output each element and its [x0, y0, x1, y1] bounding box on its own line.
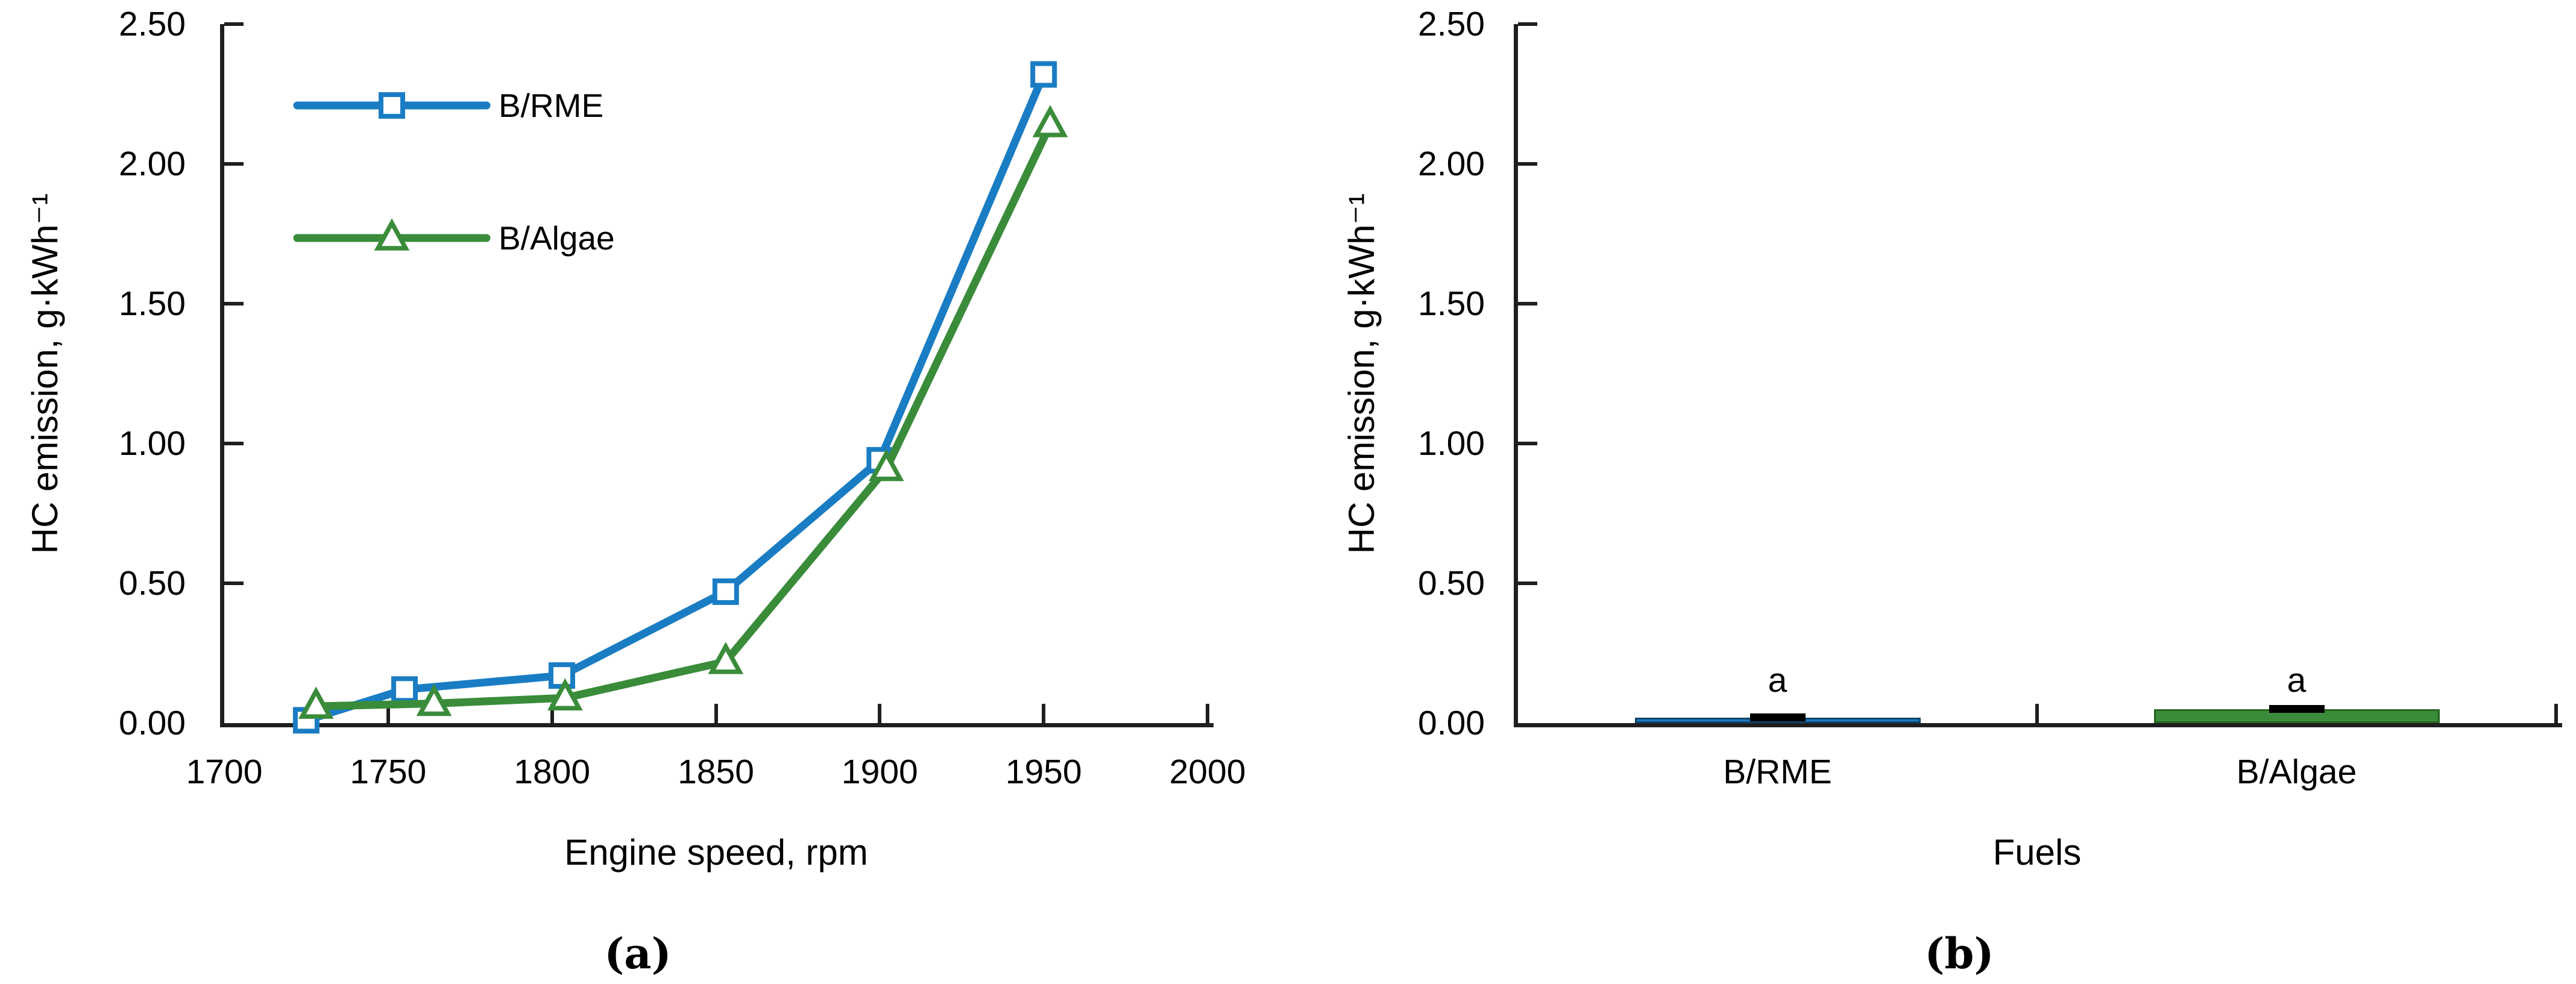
- legend-item-b-rme: B/RME: [292, 84, 603, 127]
- x-tick-mark: [2035, 704, 2039, 723]
- y-tick-mark: [224, 302, 244, 306]
- b-algae-line-triangle-marker-icon: [293, 218, 491, 251]
- chart-a-caption: (a): [604, 929, 672, 979]
- chart-a-x-axis-title: Engine speed, rpm: [564, 832, 868, 873]
- y-tick-label: 1.50: [1418, 284, 1485, 323]
- triangle-marker-icon: [374, 218, 410, 251]
- error-bar-cap: [2269, 704, 2325, 713]
- y-axis-line: [1514, 24, 1518, 727]
- y-tick-label: 1.50: [119, 284, 186, 323]
- x-axis-line: [1514, 723, 2562, 727]
- chart-b-plot-area: [1518, 24, 2556, 723]
- y-tick-mark: [1518, 22, 1537, 26]
- significance-label: a: [2287, 661, 2307, 700]
- legend-label-b-rme: B/RME: [499, 87, 604, 124]
- x-tick-label: 1700: [186, 753, 263, 791]
- x-tick-label: 2000: [1169, 753, 1246, 791]
- y-tick-label: 2.00: [1418, 145, 1485, 183]
- x-axis-line: [220, 723, 1214, 727]
- x-tick-label: 1950: [1005, 753, 1082, 791]
- category-label-b-algae: B/Algae: [2236, 753, 2357, 791]
- y-tick-label: 2.50: [1418, 5, 1485, 43]
- x-tick-mark: [1042, 704, 1046, 723]
- x-tick-mark: [550, 704, 554, 723]
- chart-a-plot-area: [224, 24, 1208, 734]
- legend-item-b-algae: B/Algae: [292, 217, 615, 259]
- y-tick-label: 2.00: [119, 145, 186, 183]
- y-tick-label: 0.00: [119, 704, 186, 742]
- chart-b-caption: (b): [1924, 929, 1994, 979]
- x-tick-label: 1900: [841, 753, 918, 791]
- triangle-marker-icon: [708, 642, 744, 674]
- square-marker-icon: [548, 662, 575, 689]
- legend-label-b-algae: B/Algae: [499, 219, 615, 257]
- square-marker-icon: [379, 92, 405, 119]
- y-tick-label: 0.00: [1418, 704, 1485, 742]
- x-tick-mark: [714, 704, 718, 723]
- y-tick-mark: [224, 22, 244, 26]
- triangle-marker-icon: [1032, 105, 1068, 137]
- triangle-marker-icon: [298, 686, 334, 719]
- chart-a-series-canvas: [292, 61, 1068, 734]
- y-tick-mark: [1518, 162, 1537, 166]
- b-rme-line-square-marker-icon: [293, 92, 491, 119]
- x-tick-mark: [386, 704, 390, 723]
- square-marker-icon: [391, 676, 418, 703]
- y-tick-mark: [224, 442, 244, 445]
- y-tick-mark: [224, 162, 244, 166]
- chart-b-x-axis-title: Fuels: [1992, 832, 2082, 873]
- y-tick-label: 2.50: [119, 5, 186, 43]
- chart-b-y-axis-title: HC emission, g·kWh⁻¹: [1341, 193, 1382, 554]
- triangle-marker-icon: [868, 448, 904, 481]
- triangle-marker-icon: [547, 678, 583, 710]
- y-tick-label: 1.00: [119, 424, 186, 463]
- x-tick-mark: [2554, 704, 2558, 723]
- x-tick-mark: [878, 704, 882, 723]
- y-tick-label: 1.00: [1418, 424, 1485, 463]
- error-bar-cap: [1749, 713, 1806, 721]
- y-tick-label: 0.50: [119, 564, 186, 603]
- chart-a-y-axis-title: HC emission, g·kWh⁻¹: [25, 193, 65, 554]
- category-label-b-rme: B/RME: [1723, 753, 1832, 791]
- series-line-b-algae: [312, 121, 1054, 710]
- triangle-marker-icon: [416, 683, 452, 716]
- x-tick-mark: [1206, 704, 1209, 723]
- series-line-b-rme: [302, 71, 1048, 724]
- square-marker-icon: [712, 578, 739, 605]
- y-axis-line: [220, 24, 224, 727]
- x-tick-label: 1750: [350, 753, 427, 791]
- y-tick-mark: [1518, 302, 1537, 306]
- square-marker-icon: [1030, 61, 1057, 88]
- x-tick-label: 1850: [678, 753, 754, 791]
- y-tick-mark: [1518, 581, 1537, 585]
- y-tick-label: 0.50: [1418, 564, 1485, 603]
- y-tick-mark: [1518, 442, 1537, 445]
- significance-label: a: [1768, 661, 1787, 700]
- y-tick-mark: [224, 581, 244, 585]
- x-tick-label: 1800: [514, 753, 591, 791]
